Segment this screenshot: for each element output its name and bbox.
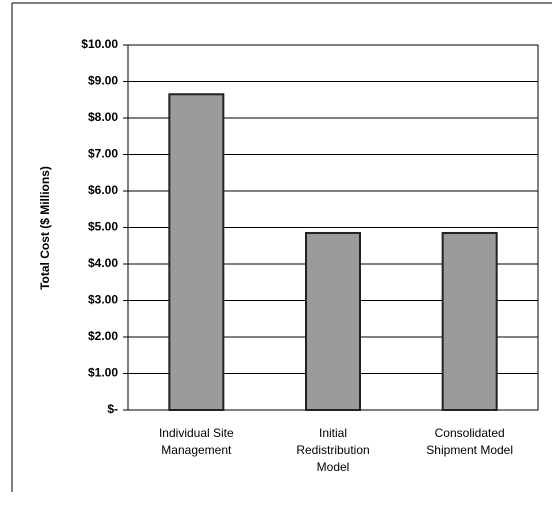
y-tick-label: $- <box>107 402 118 416</box>
bar <box>168 93 225 412</box>
y-tick-label: $5.00 <box>88 220 118 234</box>
y-tick-label: $8.00 <box>88 110 118 124</box>
x-tick-label: Consolidated Shipment Model <box>426 426 514 457</box>
y-tick-label: $6.00 <box>88 183 118 197</box>
y-tick-label: $3.00 <box>88 293 118 307</box>
x-tick-label: Initial Redistribution Model <box>296 426 370 474</box>
y-tick-label: $10.00 <box>81 37 118 51</box>
y-tick-label: $4.00 <box>88 256 118 270</box>
y-tick-label: $9.00 <box>88 74 118 88</box>
bar <box>441 231 498 411</box>
y-tick-label: $7.00 <box>88 147 118 161</box>
bar <box>305 231 361 411</box>
x-tick-label: Individual Site Management <box>158 426 234 457</box>
y-tick-label: $1.00 <box>88 366 118 380</box>
y-axis-title: Total Cost ($ Millions) <box>38 166 52 290</box>
y-tick-label: $2.00 <box>88 329 118 343</box>
